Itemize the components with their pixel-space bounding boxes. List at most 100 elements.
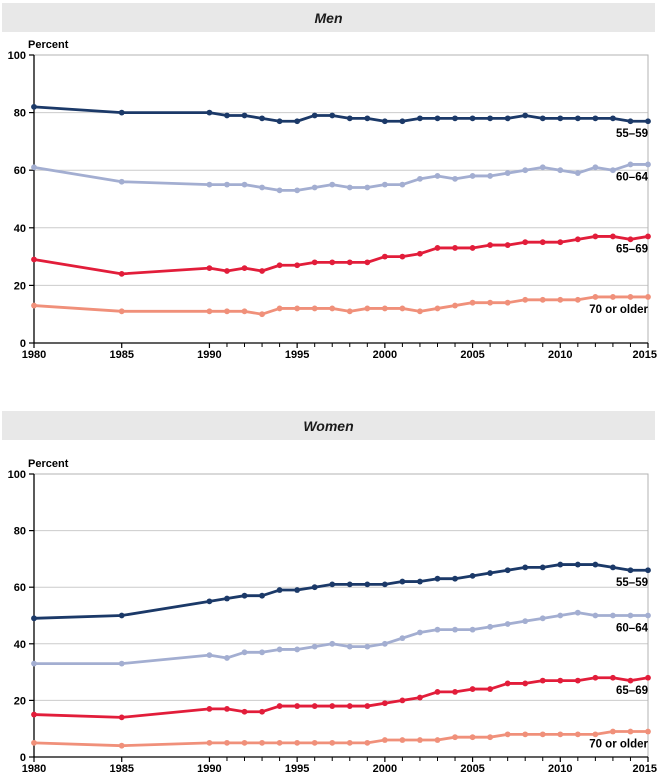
data-point-marker [206, 705, 213, 712]
data-point-marker [31, 302, 37, 309]
data-point-marker [118, 308, 125, 315]
data-point-marker [381, 700, 388, 707]
data-point-marker [259, 739, 265, 746]
data-point-marker [592, 674, 599, 681]
data-point-marker [364, 115, 371, 122]
data-point-marker [539, 564, 546, 571]
x-tick-label: 1990 [197, 763, 221, 775]
y-tick-label: 0 [20, 752, 26, 764]
data-point-marker [224, 705, 230, 712]
data-point-marker [346, 581, 353, 588]
men-series-label-55-59: 55–59 [616, 128, 648, 140]
data-point-marker [346, 115, 353, 122]
data-point-marker [557, 167, 564, 174]
data-point-marker [399, 737, 406, 743]
data-point-marker [241, 112, 248, 119]
data-point-marker [259, 115, 265, 122]
data-point-marker [557, 115, 564, 122]
data-point-marker [224, 655, 230, 661]
data-point-marker [417, 737, 423, 743]
data-point-marker [627, 677, 634, 684]
series-line [32, 163, 650, 192]
data-point-marker [487, 242, 494, 248]
data-point-marker [417, 250, 423, 257]
men-y-axis-ticks: 0 20 40 60 80 100 [8, 50, 34, 350]
data-point-marker [469, 173, 476, 179]
data-point-marker [31, 660, 37, 667]
data-point-marker [311, 112, 318, 119]
data-point-marker [224, 308, 230, 315]
data-point-marker [522, 618, 529, 625]
men-chart: 0 20 40 60 80 100 1980 1985 1990 1995 2000 2005 2010… [8, 39, 657, 361]
data-point-marker [504, 242, 511, 248]
data-point-marker [557, 239, 564, 246]
data-point-marker [452, 115, 458, 122]
data-point-marker [434, 173, 441, 179]
data-point-marker [241, 708, 248, 715]
data-point-marker [592, 612, 599, 619]
y-tick-label: 40 [14, 639, 26, 651]
data-point-marker [259, 649, 265, 656]
data-point-marker [610, 167, 616, 174]
x-tick-label: 1990 [197, 349, 221, 361]
data-point-marker [364, 305, 371, 312]
data-point-marker [434, 689, 441, 695]
men-chart-title: Men [314, 9, 343, 26]
data-point-marker [294, 739, 301, 746]
data-point-marker [276, 305, 283, 312]
data-point-marker [31, 711, 37, 718]
data-point-marker [241, 308, 248, 315]
data-point-marker [610, 674, 616, 681]
data-point-marker [522, 112, 529, 119]
women-chart-title: Women [303, 417, 354, 434]
data-point-marker [294, 305, 301, 312]
data-point-marker [487, 686, 494, 692]
data-point-marker [399, 118, 406, 125]
women-y-axis-ticks: 0 20 40 60 80 100 [8, 469, 34, 764]
data-point-marker [31, 615, 37, 622]
data-point-marker [417, 629, 423, 636]
y-tick-label: 80 [14, 526, 26, 538]
data-point-marker [364, 581, 371, 588]
x-tick-label: 2010 [548, 763, 572, 775]
data-point-marker [329, 739, 336, 746]
data-point-marker [487, 623, 494, 630]
data-point-marker [645, 118, 651, 125]
y-tick-label: 60 [14, 582, 26, 594]
data-point-marker [206, 181, 213, 188]
data-point-marker [592, 731, 599, 738]
data-point-marker [627, 236, 634, 243]
men-y-axis-caption: Percent [28, 39, 69, 51]
data-point-marker [241, 649, 248, 656]
data-point-marker [206, 109, 213, 116]
men-series-70-or-older: 70 or older [31, 294, 651, 318]
data-point-marker [399, 578, 406, 585]
series-line [32, 295, 650, 316]
data-point-marker [31, 103, 37, 110]
data-point-marker [118, 714, 125, 721]
data-point-marker [381, 305, 388, 312]
women-series-60-64: 60–64 [31, 609, 651, 667]
data-point-marker [276, 739, 283, 746]
data-point-marker [574, 115, 581, 122]
data-point-marker [346, 643, 353, 650]
data-point-marker [452, 175, 458, 182]
y-tick-label: 40 [14, 223, 26, 235]
data-point-marker [118, 109, 125, 116]
data-point-marker [487, 115, 494, 122]
data-point-marker [329, 305, 336, 312]
series-line [32, 235, 650, 276]
data-point-marker [346, 308, 353, 315]
y-tick-label: 100 [8, 50, 26, 62]
men-series-55-59: 55–59 [31, 103, 651, 140]
data-point-marker [557, 677, 564, 684]
data-point-marker [417, 308, 423, 315]
data-point-marker [294, 703, 301, 709]
data-point-marker [645, 233, 651, 240]
women-chart: 0 20 40 60 80 100 1980 1985 1990 1995 2000 2005 2010… [8, 458, 657, 775]
data-point-marker [469, 115, 476, 122]
data-point-marker [346, 739, 353, 746]
data-point-marker [118, 178, 125, 185]
data-point-marker [311, 184, 318, 191]
data-point-marker [276, 646, 283, 653]
